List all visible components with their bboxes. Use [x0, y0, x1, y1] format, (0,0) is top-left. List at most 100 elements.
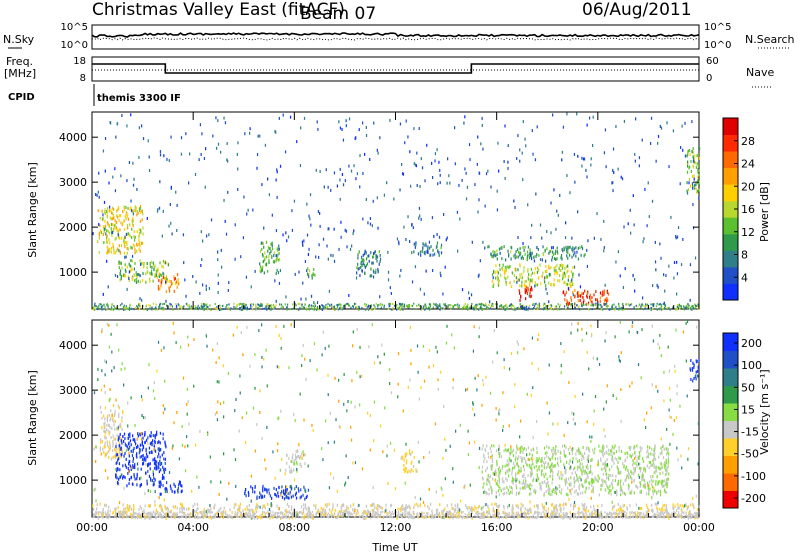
- velocity-cell: [624, 504, 625, 507]
- velocity-cell: [293, 413, 294, 416]
- velocity-cell: [666, 482, 667, 485]
- power-cell: [696, 166, 697, 169]
- power-cell: [564, 272, 565, 275]
- velocity-cell: [573, 507, 574, 510]
- velocity-cell: [627, 474, 628, 477]
- velocity-cell: [617, 461, 618, 464]
- power-cell: [657, 284, 658, 287]
- velocity-cell: [639, 467, 640, 470]
- velocity-cell: [612, 445, 613, 448]
- velocity-cell: [245, 508, 246, 511]
- power-cell: [529, 292, 530, 295]
- power-cell: [177, 286, 178, 289]
- velocity-cells: [92, 320, 700, 520]
- velocity-cell: [105, 511, 106, 514]
- velocity-cell: [582, 454, 583, 457]
- velocity-cell: [525, 482, 526, 485]
- power-cell: [527, 309, 528, 311]
- power-cell: [127, 207, 128, 210]
- power-cell: [202, 240, 203, 243]
- velocity-cell: [562, 445, 563, 448]
- power-cell: [364, 252, 365, 255]
- power-cell: [504, 309, 505, 311]
- power-cell: [105, 170, 106, 173]
- power-cell: [600, 304, 601, 306]
- velocity-cell: [402, 456, 403, 459]
- velocity-cell: [649, 446, 650, 449]
- power-cell: [112, 223, 113, 226]
- power-cell: [166, 275, 167, 278]
- power-cell: [555, 269, 556, 272]
- power-cell: [120, 304, 121, 306]
- power-cell: [138, 212, 139, 215]
- sky-label: N.Sky: [3, 33, 35, 46]
- power-ytick-label: 3000: [59, 176, 87, 189]
- power-cell: [111, 304, 112, 306]
- power-cell: [276, 258, 277, 261]
- power-cell: [103, 233, 104, 236]
- power-cell: [603, 220, 604, 223]
- velocity-cell: [510, 452, 511, 455]
- velocity-cell: [575, 453, 576, 456]
- power-cell: [554, 279, 555, 282]
- power-cell: [185, 295, 186, 298]
- velocity-cell: [106, 428, 107, 431]
- velocity-cell: [566, 493, 567, 496]
- power-cell: [626, 303, 627, 305]
- power-cell: [513, 200, 514, 203]
- velocity-cell: [160, 493, 161, 496]
- velocity-cell: [564, 450, 565, 453]
- power-cell: [343, 305, 344, 307]
- power-cell: [602, 294, 603, 297]
- power-cell: [324, 186, 325, 189]
- power-cell: [513, 255, 514, 258]
- velocity-cell: [116, 427, 117, 430]
- power-cell: [111, 234, 112, 237]
- velocity-cell: [405, 505, 406, 508]
- power-cell: [544, 281, 545, 284]
- power-cell: [685, 155, 686, 158]
- power-cell: [498, 284, 499, 287]
- power-cell: [215, 303, 216, 305]
- power-cell: [435, 306, 436, 308]
- velocity-cell: [616, 458, 617, 461]
- velocity-cell: [640, 446, 641, 449]
- power-cell: [415, 241, 416, 244]
- power-cell: [562, 264, 563, 267]
- velocity-cell: [696, 359, 697, 362]
- power-cell: [478, 198, 479, 201]
- power-cell: [376, 260, 377, 263]
- velocity-cell: [533, 448, 534, 451]
- velocity-cell: [430, 503, 431, 506]
- power-cell: [351, 245, 352, 248]
- power-cell: [465, 303, 466, 305]
- velocity-cell: [145, 472, 146, 475]
- velocity-cell: [127, 472, 128, 475]
- power-cell: [106, 309, 107, 311]
- velocity-cell: [137, 473, 138, 476]
- power-cell: [320, 225, 321, 228]
- power-cell: [530, 279, 531, 282]
- power-cell: [504, 245, 505, 248]
- power-cell: [420, 251, 421, 254]
- power-cell: [134, 239, 135, 242]
- power-cell: [618, 303, 619, 305]
- velocity-cell: [587, 420, 588, 423]
- velocity-cell: [611, 482, 612, 485]
- power-cell: [241, 303, 242, 305]
- velocity-cell: [101, 417, 102, 420]
- velocity-cell: [631, 472, 632, 475]
- power-cell: [134, 230, 135, 233]
- velocity-cell: [405, 467, 406, 470]
- velocity-cell: [116, 474, 117, 477]
- power-cell: [413, 303, 414, 305]
- power-cell: [481, 306, 482, 308]
- power-cell: [504, 271, 505, 274]
- velocity-cell: [262, 489, 263, 492]
- velocity-cell: [179, 482, 180, 485]
- power-cell: [328, 258, 329, 261]
- velocity-cell: [149, 434, 150, 437]
- power-cell: [532, 278, 533, 281]
- velocity-cell: [515, 480, 516, 483]
- power-cell: [593, 293, 594, 296]
